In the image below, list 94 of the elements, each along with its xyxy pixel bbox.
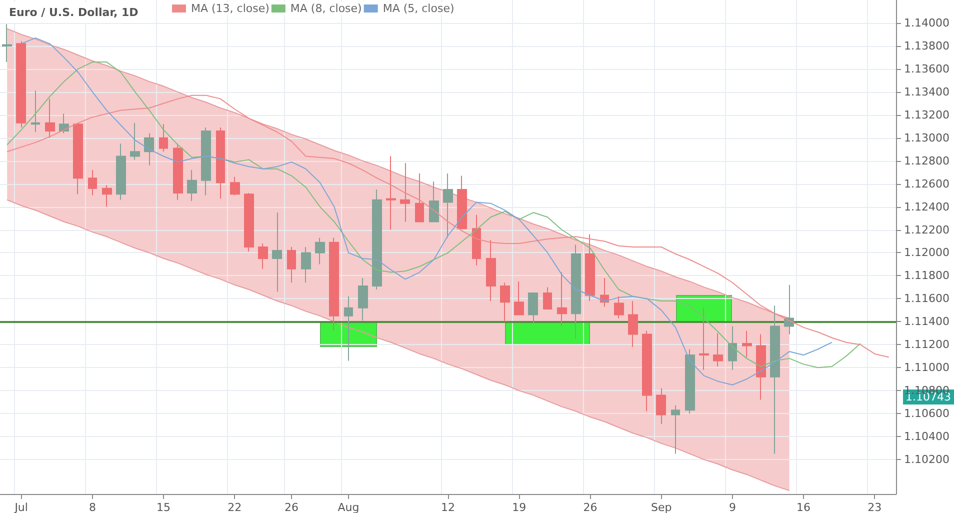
x-tick-label: Aug <box>338 501 360 513</box>
x-tick-label: 26 <box>583 501 598 513</box>
y-tick-label: 1.12800 <box>904 154 950 168</box>
y-tick-label: 1.12600 <box>904 177 950 190</box>
candlestick <box>102 184 112 208</box>
candlestick <box>400 162 410 222</box>
y-tick-label: 1.12400 <box>904 200 950 214</box>
candlestick <box>73 122 83 195</box>
x-tick-label: 9 <box>728 501 736 513</box>
y-tick-label: 1.13000 <box>904 131 950 144</box>
candlestick <box>144 132 154 166</box>
y-tick-label: 1.13400 <box>904 85 950 98</box>
x-tick-label: Sep <box>650 501 672 513</box>
y-tick-label: 1.11400 <box>904 315 950 328</box>
candlestick <box>344 296 353 362</box>
candlestick <box>628 300 638 348</box>
candlestick <box>2 24 12 63</box>
candlestick <box>130 122 140 160</box>
candlestick <box>486 240 496 302</box>
line-series <box>6 94 890 358</box>
candlestick <box>756 334 766 400</box>
candlestick <box>642 330 652 412</box>
line-series <box>6 62 861 368</box>
legend-label: MA (8, close) <box>290 2 362 15</box>
candlestick <box>31 90 40 133</box>
candlestick <box>88 170 97 196</box>
x-tick-label: Jul <box>14 501 28 513</box>
x-tick-label: 15 <box>156 501 171 513</box>
y-tick-label: 1.10200 <box>904 453 950 466</box>
candlestick <box>571 244 581 340</box>
candlestick <box>585 234 595 302</box>
candlestick <box>116 143 126 200</box>
y-tick-label: 1.11600 <box>904 292 950 306</box>
candlestick <box>287 246 296 284</box>
y-tick-label: 1.12200 <box>904 223 950 236</box>
candlestick <box>472 214 481 266</box>
x-tick-label: 19 <box>512 501 526 513</box>
x-tick-label: 12 <box>441 501 455 513</box>
y-tick-label: 1.14000 <box>904 16 950 30</box>
candlestick <box>16 40 26 128</box>
candlestick <box>159 124 168 152</box>
text: Euro / U.S. Dollar, 1D <box>9 6 138 19</box>
candlestick <box>45 98 55 138</box>
candlestick <box>656 388 666 424</box>
candlestick <box>301 246 311 284</box>
candlestick <box>415 172 424 222</box>
candlestick <box>244 192 254 252</box>
candlestick <box>230 176 240 196</box>
candlestick <box>173 143 183 200</box>
legend-label: MA (13, close) <box>191 2 270 15</box>
legend-label: MA (5, close) <box>382 2 454 15</box>
x-tick-label: 22 <box>228 501 242 513</box>
candlestick <box>784 284 794 335</box>
candlestick <box>187 170 197 202</box>
y-tick-label: 1.11800 <box>904 269 950 282</box>
candlestick <box>742 330 752 358</box>
candlestick <box>557 272 567 327</box>
candlestick <box>699 307 709 370</box>
candlestick <box>685 348 695 414</box>
candlestick <box>728 326 737 370</box>
candlestick <box>671 405 680 454</box>
candlestick <box>713 332 723 367</box>
y-tick-label: 1.13800 <box>904 39 950 52</box>
candlestick <box>429 181 439 222</box>
candlestick <box>614 296 624 319</box>
y-tick-label: 1.13600 <box>904 62 950 76</box>
x-tick-label: 8 <box>88 501 96 513</box>
candlestick <box>457 175 467 230</box>
candlestick <box>443 172 453 238</box>
y-tick-label: 1.11000 <box>904 361 950 374</box>
y-tick-label: 1.10400 <box>904 430 950 444</box>
y-tick-label: 1.12000 <box>904 246 950 260</box>
candlestick <box>372 189 382 290</box>
x-tick-label: 23 <box>868 501 882 513</box>
candlestick <box>543 286 552 310</box>
candlestick <box>258 243 268 270</box>
candlestick <box>216 127 225 200</box>
candlestick <box>358 278 368 322</box>
candlestick <box>500 282 510 322</box>
y-tick-label: 1.11200 <box>904 338 950 352</box>
line-series <box>20 37 832 386</box>
line-series <box>6 199 790 492</box>
candlestick <box>528 292 538 324</box>
x-tick-label: 26 <box>284 501 299 513</box>
y-tick-label: 1.13200 <box>904 108 950 122</box>
y-tick-label: 1.10600 <box>904 407 950 420</box>
candlestick <box>514 280 524 316</box>
candlestick <box>201 127 211 196</box>
x-tick-label: 16 <box>796 501 811 513</box>
candlestick <box>329 237 339 332</box>
candlestick <box>386 156 396 230</box>
candlestick <box>315 237 325 265</box>
candlestick <box>272 212 282 292</box>
candlestick <box>770 305 780 454</box>
